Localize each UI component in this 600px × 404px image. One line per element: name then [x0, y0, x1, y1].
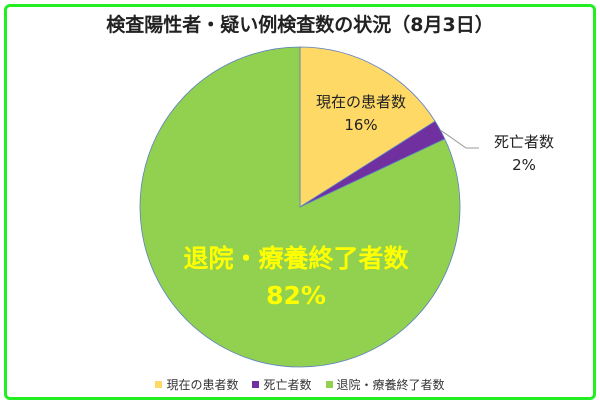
- legend-item-deaths: 死亡者数: [252, 376, 312, 393]
- legend-label-discharged: 退院・療養終了者数: [336, 378, 445, 392]
- chart-title: 検査陽性者・疑い例検査数の状況（8月3日）: [106, 14, 494, 36]
- legend-swatch-deaths: [252, 381, 260, 388]
- data-label-discharged-value: 82%: [266, 281, 326, 310]
- data-label-deaths-name: 死亡者数: [494, 133, 554, 151]
- data-label-deaths-value: 2%: [512, 156, 536, 174]
- legend-swatch-current: [155, 381, 163, 388]
- data-label-current-value: 16%: [344, 116, 377, 134]
- pie-slice-discharged: [139, 46, 461, 368]
- legend-item-current-patients: 現在の患者数: [155, 376, 238, 393]
- legend-item-discharged: 退院・療養終了者数: [325, 376, 445, 393]
- legend-label-deaths: 死亡者数: [263, 378, 312, 392]
- legend-label-current: 現在の患者数: [166, 378, 239, 392]
- data-label-discharged-name: 退院・療養終了者数: [183, 244, 409, 273]
- pie-slice-current: [299, 46, 436, 208]
- legend: 現在の患者数 死亡者数 退院・療養終了者数: [0, 376, 600, 393]
- data-label-current-name: 現在の患者数: [316, 93, 406, 111]
- legend-swatch-discharged: [325, 381, 333, 388]
- leader-line-deaths: [439, 129, 479, 149]
